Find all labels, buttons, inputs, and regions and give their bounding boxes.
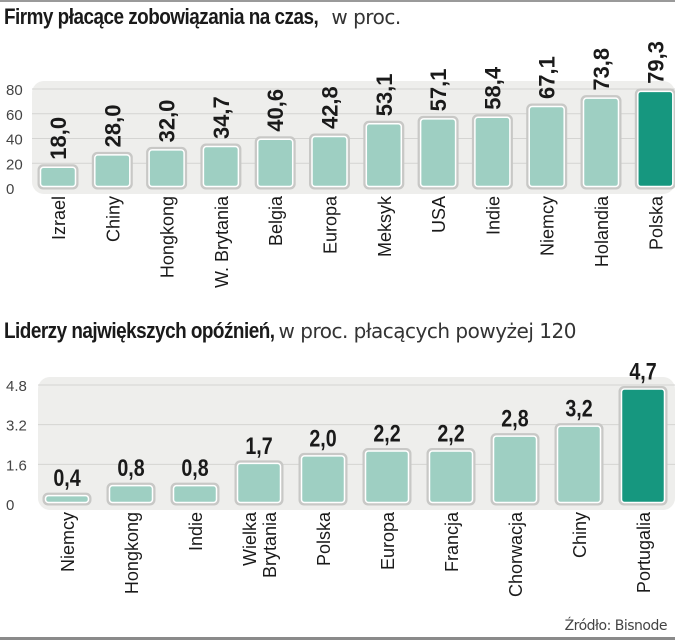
data-label: 34,7 — [209, 96, 234, 139]
x-tick-label: Europa — [378, 511, 398, 570]
x-tick-label: Chiny — [570, 512, 590, 558]
chart1: 0 20 40 60 80 18,0 Izrael 28,0 Chiny 32,0 Hongkong… — [6, 41, 675, 288]
x-tick-label: Holandia — [592, 195, 612, 267]
y-tick-label: 0 — [6, 181, 14, 198]
bar — [236, 462, 282, 504]
bar — [365, 123, 403, 188]
x-tick-label: Brytania — [260, 511, 280, 578]
x-tick-label: Portugalia — [634, 511, 654, 593]
bar — [620, 388, 666, 504]
x-tick-label: Meksyk — [375, 195, 395, 257]
chart2-title: Liderzy największych opóźnień, w proc. pł… — [4, 318, 576, 344]
chart2-subtitle: w proc. płacących powyżej 120 — [278, 319, 577, 343]
bar — [311, 135, 348, 188]
plot-background — [32, 81, 675, 194]
data-label: 79,3 — [643, 41, 668, 84]
x-tick-label: Wielka — [240, 511, 260, 566]
data-label: 1,7 — [245, 432, 272, 459]
y-tick-label: 80 — [6, 82, 23, 99]
data-label: 2,2 — [373, 420, 400, 447]
data-label: 42,8 — [318, 86, 343, 129]
x-tick-label: Izrael — [49, 196, 69, 240]
y-tick-label: 40 — [6, 132, 23, 149]
bar — [582, 97, 620, 188]
chart1-title: Firmy płacące zobowiązania na czas, w pro… — [4, 4, 401, 30]
bar — [256, 138, 294, 188]
y-tick-label: 20 — [6, 156, 23, 173]
chart1-title-bold: Firmy płacące zobowiązania na czas, — [4, 4, 319, 29]
x-tick-label: Niemcy — [58, 512, 78, 572]
bar — [172, 484, 218, 504]
y-tick-label: 4.8 — [6, 378, 27, 395]
data-label: 2,0 — [309, 425, 336, 452]
data-label: 0,8 — [117, 454, 144, 481]
data-label: 32,0 — [155, 100, 180, 143]
data-label: 4,7 — [629, 358, 656, 385]
data-label: 18,0 — [46, 117, 71, 160]
bottom-rule — [0, 637, 675, 640]
bar — [428, 450, 474, 504]
bar — [202, 145, 240, 188]
x-tick-label: Hongkong — [122, 512, 142, 594]
y-tick-label: 0 — [6, 497, 14, 514]
bar — [44, 494, 90, 504]
bar — [492, 435, 538, 504]
bar — [148, 149, 185, 188]
data-label: 53,1 — [372, 73, 397, 116]
x-tick-label: Hongkong — [158, 196, 178, 278]
bar — [556, 425, 602, 504]
x-tick-label: Niemcy — [538, 196, 558, 256]
x-tick-label: Chiny — [103, 196, 123, 242]
bar — [364, 450, 410, 504]
data-label: 0,4 — [53, 464, 81, 491]
bar — [108, 484, 154, 504]
x-tick-label: Belgia — [266, 195, 286, 246]
y-tick-label: 1.6 — [6, 457, 27, 474]
bar — [474, 116, 511, 188]
data-label: 40,6 — [263, 89, 288, 132]
bar — [300, 455, 346, 504]
x-tick-label: Polska — [314, 511, 334, 566]
bar — [419, 118, 457, 188]
x-tick-label: USA — [429, 196, 449, 233]
data-label: 2,2 — [437, 420, 464, 447]
chart1-subtitle: w proc. — [331, 5, 401, 29]
data-label: 0,8 — [181, 454, 208, 481]
x-tick-label: Indie — [483, 196, 503, 235]
data-label: 58,4 — [480, 66, 505, 110]
data-label: 28,0 — [100, 105, 125, 148]
y-tick-label: 60 — [6, 107, 23, 124]
data-label: 57,1 — [426, 69, 451, 112]
bar — [94, 154, 131, 188]
bar — [39, 166, 77, 188]
x-tick-label: W. Brytania — [212, 195, 232, 288]
x-tick-label: Polska — [646, 195, 666, 250]
x-tick-label: Indie — [186, 512, 206, 551]
x-tick-label: Chorwacja — [506, 511, 526, 597]
source-note: Źródło: Bisnode — [564, 618, 668, 634]
data-label: 2,8 — [501, 405, 528, 432]
data-label: 3,2 — [565, 395, 592, 422]
x-tick-label: Francja — [442, 511, 462, 572]
data-label: 73,8 — [589, 48, 614, 91]
x-tick-label: Europa — [321, 195, 341, 254]
bar — [637, 90, 674, 188]
bar — [528, 105, 565, 188]
data-label: 67,1 — [535, 56, 560, 99]
chart2-title-bold: Liderzy największych opóźnień, — [4, 318, 275, 343]
y-tick-label: 3.2 — [6, 418, 27, 435]
top-rule — [0, 0, 675, 2]
